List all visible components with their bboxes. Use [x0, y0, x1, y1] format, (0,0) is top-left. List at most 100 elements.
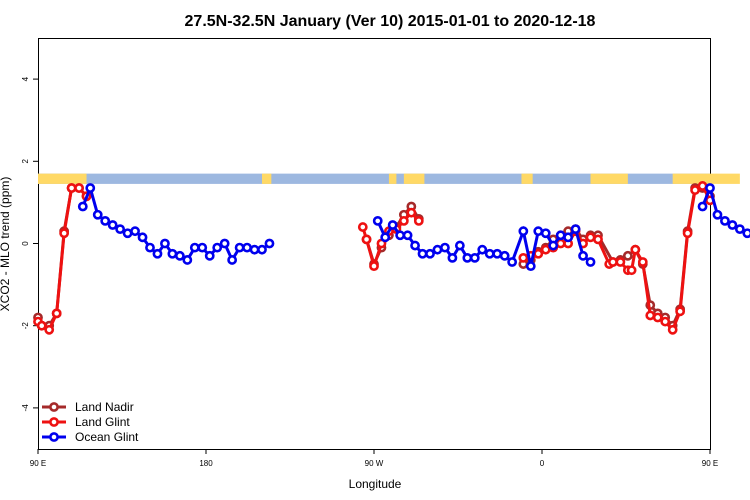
y-tick-label: -2	[21, 322, 30, 330]
data-point	[555, 230, 566, 241]
y-tick-label: 2	[21, 159, 30, 164]
data-point	[432, 244, 443, 255]
land-band-segment	[590, 173, 628, 184]
data-point	[257, 244, 267, 255]
data-point	[398, 215, 409, 226]
x-tick-label: 0	[540, 459, 545, 468]
data-point	[130, 226, 140, 237]
data-point	[578, 250, 588, 261]
data-point	[440, 242, 450, 253]
data-point	[372, 215, 383, 226]
data-point	[66, 183, 77, 193]
data-point	[160, 238, 170, 249]
data-point	[189, 242, 200, 253]
series-land-glint	[33, 181, 715, 335]
data-point	[499, 250, 510, 261]
data-point	[585, 257, 596, 267]
data-point	[51, 308, 62, 319]
data-point	[469, 252, 480, 263]
data-point	[402, 230, 413, 241]
y-tick-label: -4	[21, 404, 30, 412]
chart-title: 27.5N-32.5N January (Ver 10) 2015-01-01 …	[185, 13, 596, 30]
data-point	[219, 238, 230, 249]
x-tick-label: 90 E	[702, 459, 718, 468]
data-point	[742, 228, 750, 239]
data-point	[626, 265, 637, 276]
data-point	[682, 228, 693, 239]
data-point	[570, 224, 581, 235]
legend-swatch-marker	[49, 432, 59, 442]
data-point	[425, 248, 435, 259]
data-point	[369, 261, 379, 272]
data-point	[477, 244, 488, 255]
data-point	[660, 316, 671, 327]
data-point	[540, 228, 551, 239]
data-point	[454, 240, 465, 251]
data-point	[645, 310, 656, 321]
data-point	[212, 242, 223, 253]
y-tick-label: 0	[21, 241, 30, 246]
data-point	[727, 220, 738, 230]
data-point	[387, 220, 398, 230]
data-point	[492, 248, 503, 259]
legend-label: Land Nadir	[75, 400, 134, 414]
x-axis-label: Longitude	[349, 477, 402, 491]
data-point	[593, 234, 603, 245]
data-point	[234, 242, 245, 253]
data-point	[533, 226, 544, 237]
data-point	[585, 232, 596, 243]
data-point	[622, 250, 633, 261]
land-ocean-bar	[38, 173, 740, 184]
series-layer	[33, 181, 750, 335]
data-point	[630, 244, 641, 255]
data-point	[615, 257, 626, 267]
data-point	[540, 244, 551, 255]
data-point	[734, 224, 745, 235]
data-point	[395, 230, 406, 241]
data-point	[548, 240, 559, 251]
x-tick-label: 90 W	[365, 459, 384, 468]
data-point	[413, 215, 424, 226]
data-point	[690, 185, 700, 195]
data-point	[518, 226, 529, 237]
data-point	[85, 183, 96, 193]
data-point	[36, 320, 47, 331]
data-point	[167, 248, 178, 259]
data-point	[227, 255, 238, 265]
land-band-segment	[672, 173, 740, 184]
data-point	[484, 248, 495, 259]
data-point	[406, 207, 417, 218]
data-point	[197, 242, 208, 253]
data-point	[380, 232, 391, 243]
data-point	[100, 215, 111, 226]
data-point	[563, 232, 574, 243]
y-axis: -4 -2 0 2 4	[21, 76, 38, 411]
data-point	[107, 220, 118, 230]
land-band-segment	[521, 173, 533, 184]
data-point	[44, 324, 55, 335]
data-point	[361, 234, 372, 245]
x-tick-label: 180	[199, 459, 213, 468]
data-point	[115, 224, 126, 235]
plot-area	[38, 38, 711, 450]
data-point	[462, 252, 473, 263]
series-land-nadir	[33, 183, 715, 331]
y-tick-label: 4	[21, 76, 30, 81]
data-point	[637, 257, 648, 267]
y-axis-label: XCO2 - MLO trend (ppm)	[0, 177, 12, 312]
data-point	[533, 248, 544, 259]
data-point	[518, 252, 529, 263]
data-point	[712, 209, 723, 220]
data-point	[182, 255, 193, 265]
data-point	[152, 248, 163, 259]
data-point	[137, 232, 148, 243]
legend-label: Ocean Glint	[75, 430, 139, 444]
ocean-band	[38, 173, 710, 184]
series-ocean-glint	[77, 183, 750, 272]
data-point	[264, 238, 275, 249]
data-point	[77, 201, 88, 212]
data-point	[675, 306, 686, 317]
land-band-segment	[262, 173, 272, 184]
data-point	[697, 181, 708, 191]
